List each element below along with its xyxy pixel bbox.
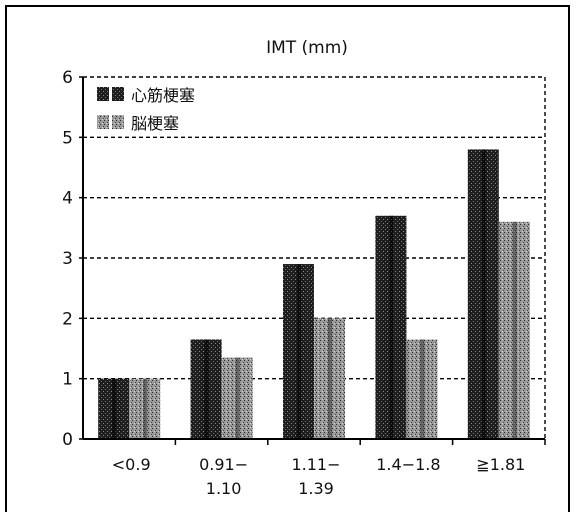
axes-group [79,76,546,445]
y-tick-1: 1 [62,370,73,390]
legend-swatch-a-1 [97,115,109,129]
bar-shade-2-series-0 [296,264,301,439]
x-category-1-line-0: 0.91− [199,455,248,474]
chart-frame: IMT (mm) 0 1 2 3 4 5 6 <0.9 0.91− 1.10 1.11− 1.39 1… [5,5,570,512]
bar-shade-3-series-1 [420,339,425,439]
bar-shade-1-series-0 [204,339,209,439]
y-tick-5: 5 [62,128,73,148]
y-tick-0: 0 [62,430,73,450]
y-tick-2: 2 [62,309,73,329]
x-category-labels: <0.9 0.91− 1.10 1.11− 1.39 1.4−1.8 ≧1.81 [112,455,526,498]
bar-shade-3-series-0 [389,215,394,439]
y-tick-4: 4 [62,189,73,209]
x-category-1-line-1: 1.10 [206,479,242,498]
x-category-4-line-0: ≧1.81 [476,455,525,474]
bar-shade-0-series-0 [112,378,117,439]
legend-label-0: 心筋梗塞 [131,86,195,105]
y-tick-3: 3 [62,249,73,269]
y-tick-labels: 0 1 2 3 4 5 6 [62,68,73,450]
bar-shade-1-series-1 [235,357,240,439]
legend-swatch-b-1 [112,115,124,129]
x-category-2-line-0: 1.11− [291,455,340,474]
y-tick-6: 6 [62,68,73,88]
bar-shade-4-series-1 [512,221,517,439]
imt-bar-chart: IMT (mm) 0 1 2 3 4 5 6 <0.9 0.91− 1.10 1.11− 1.39 1… [62,38,546,498]
bars-group [98,149,530,439]
legend-swatch-b-0 [112,87,124,101]
x-category-3-line-0: 1.4−1.8 [376,455,440,474]
x-category-0-line-0: <0.9 [112,455,151,474]
chart-title: IMT (mm) [266,38,348,58]
legend-swatch-a-0 [97,87,109,101]
bar-shade-0-series-1 [143,378,148,439]
x-category-2-line-1: 1.39 [298,479,334,498]
bar-shade-2-series-1 [327,318,332,439]
bar-shade-4-series-0 [481,149,486,439]
legend-label-1: 脳梗塞 [131,114,179,133]
